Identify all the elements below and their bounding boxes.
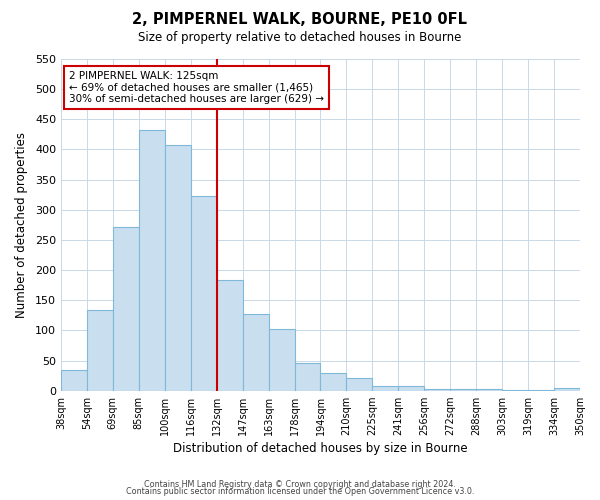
Bar [217,280,242,390]
Bar [269,328,295,390]
Bar [165,145,191,390]
X-axis label: Distribution of detached houses by size in Bourne: Distribution of detached houses by size … [173,442,468,455]
Bar [373,386,398,390]
Bar [320,372,346,390]
Bar [191,196,217,390]
Bar [295,363,320,390]
Bar [61,370,87,390]
Text: Contains public sector information licensed under the Open Government Licence v3: Contains public sector information licen… [126,488,474,496]
Bar [346,378,373,390]
Bar [242,314,269,390]
Text: Contains HM Land Registry data © Crown copyright and database right 2024.: Contains HM Land Registry data © Crown c… [144,480,456,489]
Bar [87,310,113,390]
Y-axis label: Number of detached properties: Number of detached properties [15,132,28,318]
Bar [398,386,424,390]
Bar [554,388,580,390]
Bar [424,389,450,390]
Text: 2 PIMPERNEL WALK: 125sqm
← 69% of detached houses are smaller (1,465)
30% of sem: 2 PIMPERNEL WALK: 125sqm ← 69% of detach… [69,71,324,104]
Bar [450,389,476,390]
Bar [113,226,139,390]
Text: Size of property relative to detached houses in Bourne: Size of property relative to detached ho… [139,31,461,44]
Text: 2, PIMPERNEL WALK, BOURNE, PE10 0FL: 2, PIMPERNEL WALK, BOURNE, PE10 0FL [133,12,467,28]
Bar [139,130,165,390]
